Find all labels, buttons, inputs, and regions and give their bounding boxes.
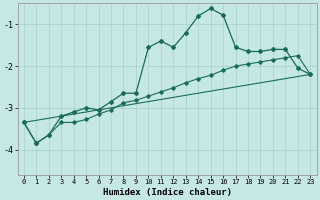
X-axis label: Humidex (Indice chaleur): Humidex (Indice chaleur) bbox=[103, 188, 232, 197]
